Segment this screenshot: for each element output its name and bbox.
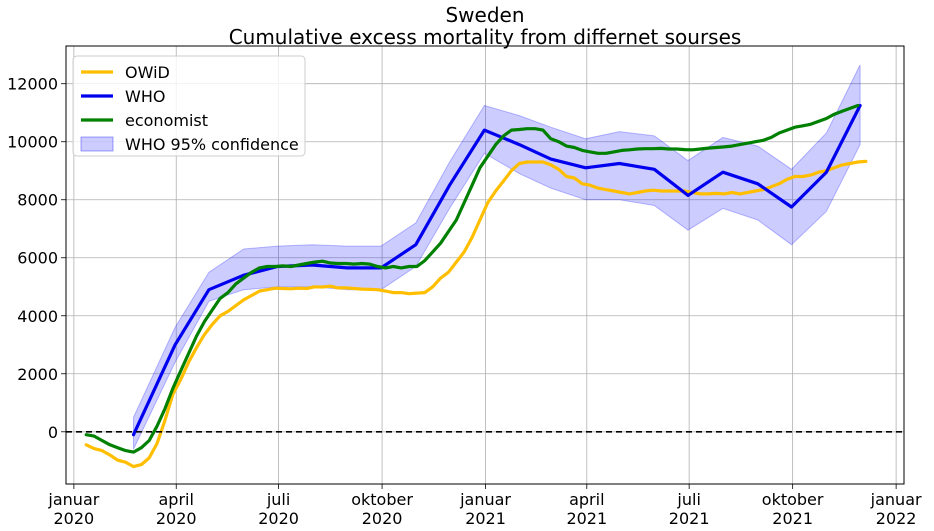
legend-label-who: WHO bbox=[125, 87, 165, 106]
x-tick-label-month: juli bbox=[676, 490, 700, 509]
chart-subtitle: Cumulative excess mortality from differn… bbox=[229, 25, 742, 49]
y-tick-label: 4000 bbox=[17, 307, 58, 326]
x-tick-label-year: 2020 bbox=[156, 509, 197, 528]
x-tick-label-year: 2021 bbox=[772, 509, 813, 528]
legend-label-confidence-band: WHO 95% confidence bbox=[125, 135, 299, 154]
x-tick-label-month: oktober bbox=[762, 490, 824, 509]
x-tick-label-month: april bbox=[569, 490, 604, 509]
y-tick-label: 6000 bbox=[17, 249, 58, 268]
x-tick-label-month: januar bbox=[870, 490, 922, 509]
x-tick-label-year: 2021 bbox=[465, 509, 506, 528]
y-tick-label: 8000 bbox=[17, 191, 58, 210]
y-tick-label: 10000 bbox=[7, 133, 58, 152]
axis-ticks: 020004000600080001000012000januar2020apr… bbox=[7, 75, 922, 528]
x-tick-label-year: 2020 bbox=[258, 509, 299, 528]
x-tick-label-year: 2022 bbox=[876, 509, 917, 528]
x-tick-label-month: januar bbox=[459, 490, 511, 509]
legend-box bbox=[72, 55, 306, 157]
x-tick-label-year: 2021 bbox=[669, 509, 710, 528]
x-tick-label-year: 2021 bbox=[566, 509, 607, 528]
series-line-owid bbox=[84, 159, 868, 469]
legend-label-owid: OWiD bbox=[125, 63, 170, 82]
y-tick-label: 0 bbox=[48, 423, 58, 442]
legend: OWiD WHO economist WHO 95% confidence bbox=[72, 55, 306, 157]
y-tick-label: 12000 bbox=[7, 75, 58, 94]
x-tick-label-year: 2020 bbox=[54, 509, 95, 528]
x-tick-label-month: januar bbox=[47, 490, 99, 509]
y-tick-label: 2000 bbox=[17, 365, 58, 384]
x-tick-label-month: juli bbox=[266, 490, 290, 509]
series-layer bbox=[84, 103, 868, 469]
series-line-economist bbox=[84, 103, 860, 454]
plot-frame bbox=[65, 45, 905, 485]
legend-label-economist: economist bbox=[125, 111, 208, 130]
legend-swatch-confidence-band bbox=[80, 136, 114, 152]
chart-title: Sweden bbox=[445, 3, 524, 27]
x-tick-label-year: 2020 bbox=[362, 509, 403, 528]
x-tick-label-month: april bbox=[159, 490, 194, 509]
x-tick-label-month: oktober bbox=[351, 490, 413, 509]
